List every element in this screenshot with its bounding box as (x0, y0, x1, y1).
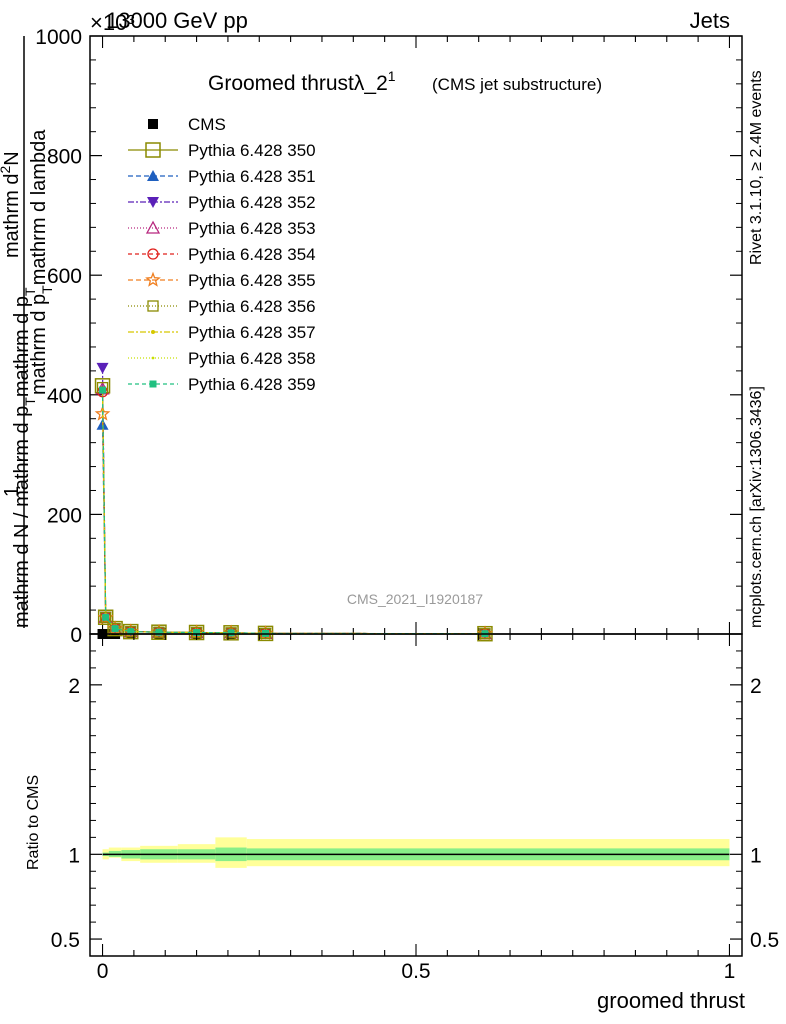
legend-entry-p352: Pythia 6.428 352 (128, 193, 316, 212)
ratio-y-tick-label-right: 2 (750, 675, 762, 698)
data-point-p359 (99, 386, 107, 394)
data-point-p356 (100, 611, 112, 623)
legend-marker (145, 142, 161, 158)
ylabel-mid-sub: T (39, 285, 55, 294)
legend-label: Pythia 6.428 354 (188, 245, 316, 264)
main-panel: 0 200 400 600 800 1000 (35, 26, 743, 647)
data-point-p359 (127, 628, 135, 636)
ratio-y-axis-label: Ratio to CMS (25, 775, 42, 870)
legend-marker (147, 248, 159, 260)
ratio-panel: 0.5 0.5 1 1 2 2 0 0.5 1 (51, 633, 779, 983)
legend-label: Pythia 6.428 355 (188, 271, 316, 290)
ylabel-low-tail: mathrm d p (11, 296, 33, 397)
ylabel-mid-tail: mathrm d lambda (28, 129, 50, 285)
legend-entry-p359: Pythia 6.428 359 (128, 375, 316, 394)
legend: CMS Pythia 6.428 350 Pythia 6.428 351 Pythi… (128, 115, 316, 394)
x-tick-label: 0 (97, 960, 109, 983)
legend-marker (149, 380, 157, 388)
legend-marker (151, 330, 155, 334)
ylabel-top-tail: N (1, 151, 23, 165)
ratio-y-tick-label: 1 (68, 844, 80, 867)
data-point-p359 (102, 613, 110, 621)
legend-entry-p355: Pythia 6.428 355 (128, 271, 316, 290)
series-line-p359 (101, 389, 486, 635)
legend-label: Pythia 6.428 352 (188, 193, 316, 212)
legend-label: Pythia 6.428 350 (188, 141, 316, 160)
ratio-y-tick-label-right: 1 (750, 844, 762, 867)
ratio-frame (89, 633, 743, 957)
legend-marker (145, 271, 161, 287)
exponent-label: ×10³ (90, 10, 135, 35)
main-y-tick-label: 600 (47, 265, 82, 288)
legend-entry-p357: Pythia 6.428 357 (128, 323, 316, 342)
main-y-tick-label: 400 (47, 385, 82, 408)
energy-label: 13000 GeV pp (106, 8, 248, 33)
analysis-watermark: CMS_2021_I1920187 (347, 591, 483, 607)
ylabel-top-sup: 2 (0, 166, 13, 174)
legend-entry-p351: Pythia 6.428 351 (128, 167, 316, 186)
legend-label: Pythia 6.428 351 (188, 167, 316, 186)
x-tick-label: 0.5 (401, 960, 430, 983)
main-y-tick-label: 200 (47, 504, 82, 527)
data-point-p359 (111, 625, 119, 633)
legend-entry-p353: Pythia 6.428 353 (128, 219, 316, 238)
chart-title: Groomed thrustλ_21 (CMS jet substructure… (208, 68, 602, 95)
main-y-axis-label: mathrm d N / mathrm d pTmathrm d pT 1 ma… (0, 36, 55, 628)
legend-marker (147, 197, 159, 208)
main-y-tick-label: 0 (70, 624, 82, 647)
data-point-p359 (193, 629, 201, 637)
legend-marker (145, 220, 161, 234)
legend-label: Pythia 6.428 357 (188, 323, 316, 342)
svg-text:mathrm d2N: mathrm d2N (0, 151, 23, 258)
series-p359 (99, 386, 489, 638)
svg-text:Groomed thrustλ_21: Groomed thrustλ_21 (208, 68, 396, 95)
title-main: Groomed thrust (208, 72, 354, 95)
legend-label: Pythia 6.428 353 (188, 219, 316, 238)
legend-entry-cms: CMS (148, 115, 226, 134)
legend-marker (151, 356, 155, 360)
legend-label: Pythia 6.428 359 (188, 375, 316, 394)
ylabel-low-sub2: T (22, 287, 38, 296)
main-y-tick-label: 1000 (35, 26, 82, 49)
legend-entry-p354: Pythia 6.428 354 (128, 245, 316, 264)
ylabel-top-main: mathrm d (1, 174, 23, 258)
legend-marker (147, 170, 159, 181)
ylabel-mid: mathrm d p (28, 294, 50, 395)
svg-text:mathrm d N / mathrm d pTmathrm: mathrm d N / mathrm d pTmathrm d pT (11, 287, 38, 628)
data-point-p352 (96, 362, 109, 374)
ylabel-low-sub: T (22, 397, 38, 406)
legend-label: Pythia 6.428 358 (188, 349, 316, 368)
legend-marker (148, 119, 158, 129)
chart-subtitle: (CMS jet substructure) (432, 75, 602, 94)
legend-label: Pythia 6.428 356 (188, 297, 316, 316)
legend-marker (147, 300, 159, 312)
legend-label: CMS (188, 115, 226, 134)
x-axis-label: groomed thrust (597, 988, 745, 1013)
ratio-y-tick-label-right: 0.5 (750, 929, 779, 952)
mcplots-label: mcplots.cern.ch [arXiv:1306.3436] (748, 386, 765, 628)
x-tick-label: 1 (724, 960, 736, 983)
data-point-p359 (155, 628, 163, 636)
legend-entry-p356: Pythia 6.428 356 (128, 297, 316, 316)
ratio-y-tick-label: 0.5 (51, 929, 80, 952)
title-lambda: λ_2 (354, 72, 388, 95)
data-point-p359 (227, 629, 235, 637)
legend-entry-p350: Pythia 6.428 350 (128, 141, 316, 160)
process-label: Jets (690, 8, 730, 33)
ylabel-numerator-one: 1 (1, 486, 23, 497)
legend-entry-p358: Pythia 6.428 358 (128, 349, 316, 368)
rivet-label: Rivet 3.1.10, ≥ 2.4M events (748, 70, 765, 265)
main-y-tick-label: 800 (47, 146, 82, 169)
title-sup: 1 (388, 68, 396, 84)
ylabel-low: mathrm d N / mathrm d p (11, 406, 33, 628)
ratio-y-tick-label: 2 (68, 675, 80, 698)
svg-text:mathrm d pTmathrm d lambda: mathrm d pTmathrm d lambda (28, 129, 55, 395)
